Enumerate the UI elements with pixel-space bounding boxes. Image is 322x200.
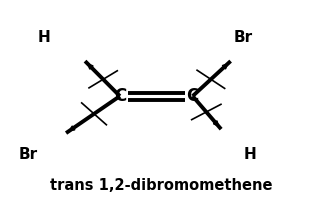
Text: H: H <box>243 147 256 162</box>
Text: trans 1,2-dibromomethene: trans 1,2-dibromomethene <box>50 178 272 193</box>
Text: C: C <box>114 87 126 105</box>
Text: Br: Br <box>19 147 38 162</box>
Text: Br: Br <box>234 30 253 45</box>
Text: H: H <box>38 30 50 45</box>
Text: C: C <box>186 87 199 105</box>
